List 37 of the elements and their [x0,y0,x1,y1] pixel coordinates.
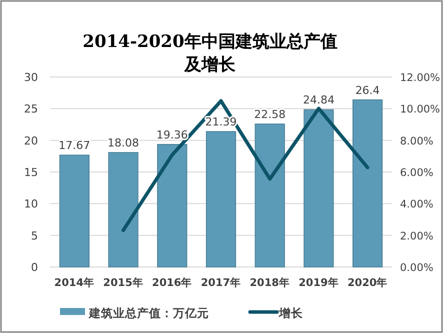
bar [352,99,383,268]
data-label: 26.4 [355,84,380,97]
legend-label: 增长 [278,306,304,320]
bar [157,144,188,268]
data-label: 18.08 [108,136,140,150]
y-tick-label: 25 [24,102,38,116]
y2-tick-label: 0.00% [400,262,434,274]
y2-tick-label: 12.00% [400,72,440,84]
y-tick-label: 10 [24,198,38,211]
y2-tick-label: 4.00% [400,198,434,211]
y-tick-label: 20 [24,134,38,148]
bar [254,124,285,268]
bar [206,131,236,268]
bar [108,152,138,268]
data-label: 17.67 [58,139,90,152]
bar [59,154,90,268]
x-tick-label: 2018年 [250,276,290,289]
x-tick-label: 2014年 [54,276,95,289]
y2-tick-label: 2.00% [400,230,434,242]
x-tick-label: 2019年 [298,276,339,289]
chart-title: 2014-2020年中国建筑业总产值及增长 [82,32,338,75]
data-label: 19.36 [156,128,188,142]
bar [304,109,334,268]
y2-tick-label: 8.00% [400,135,434,148]
y-tick-label: 30 [24,71,38,84]
y-tick-label: 0 [31,261,38,274]
data-label: 24.84 [302,94,334,107]
y-tick-label: 15 [24,166,38,179]
x-tick-label: 2016年 [152,276,192,289]
data-label: 22.58 [254,108,286,121]
legend-label: 建筑业总产值：万亿元 [88,306,209,320]
y2-tick-label: 10.00% [400,104,440,116]
y2-tick-label: 6.00% [400,167,434,179]
x-tick-label: 2017年 [200,276,242,289]
x-tick-label: 2015年 [103,276,144,289]
y-tick-label: 5 [31,229,38,242]
x-tick-label: 2020年 [347,276,388,289]
